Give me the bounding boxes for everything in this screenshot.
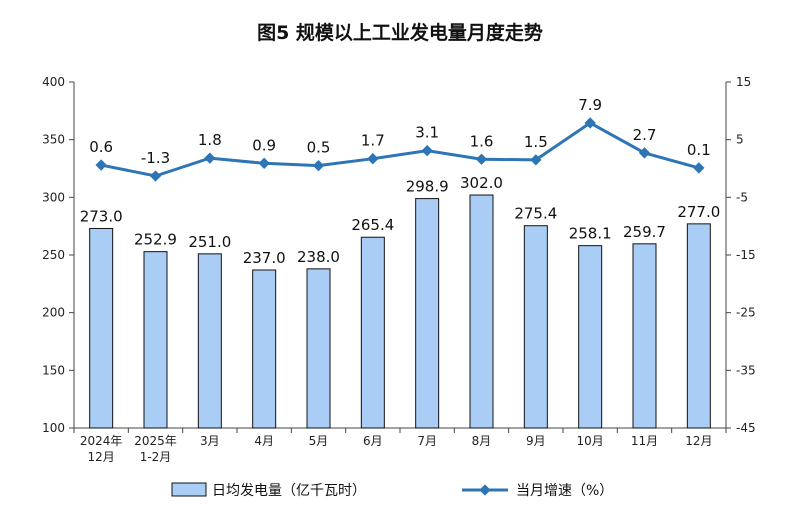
bar (197, 253, 222, 429)
line-point (475, 153, 488, 165)
bar-data-label: 275.4 (514, 205, 557, 223)
line-data-label: 1.8 (198, 131, 222, 149)
bar-data-label: 238.0 (297, 248, 340, 266)
bar-data-label: 251.0 (188, 233, 231, 251)
line-point (421, 144, 433, 157)
line-point (204, 152, 216, 164)
right-axis-tick-label: -25 (736, 306, 756, 320)
line-data-label: 0.6 (89, 138, 113, 156)
x-axis-tick-label: 9月 (526, 434, 546, 448)
bar-data-label: 277.0 (677, 203, 720, 221)
legend: 日均发电量（亿千瓦时） 当月增速（%） (171, 482, 613, 499)
line-point (149, 170, 162, 182)
x-axis-tick-label: 2025年 (134, 434, 177, 448)
growth-line (100, 121, 700, 178)
left-axis-tick-label: 400 (42, 75, 65, 89)
right-axis-tick-label: -15 (736, 248, 756, 262)
x-axis-tick-label: 10月 (577, 434, 604, 448)
left-axis-tick-label: 300 (42, 190, 65, 204)
line-data-label: 0.9 (252, 136, 276, 154)
line-data-label: 1.6 (470, 132, 494, 150)
bar (578, 245, 603, 429)
bar (686, 223, 711, 429)
line-point (693, 162, 705, 174)
line-data-label: 3.1 (415, 124, 439, 142)
legend-line-marker (479, 484, 491, 496)
bar-series: 273.0 252.9 251.0 237.0 238.0 265.4 298.9 302.0… (80, 174, 720, 429)
x-axis-tick-label: 1-2月 (140, 450, 172, 464)
line-data-label: 7.9 (578, 96, 602, 114)
left-axis-tick-label: 100 (42, 421, 65, 435)
x-axis-tick-label: 11月 (631, 434, 658, 448)
bar-data-label: 265.4 (351, 216, 394, 234)
chart-title: 图5 规模以上工业发电量月度走势 (257, 22, 543, 44)
bar-data-label: 259.7 (623, 223, 666, 241)
line-series: 0.6 -1.3 1.8 0.9 0.5 1.7 3.1 1.6 1.5 7.9 2.7 0.1 (89, 96, 711, 182)
legend-bar-swatch (171, 482, 207, 497)
bar-data-label: 273.0 (80, 207, 123, 225)
left-axis-tick-label: 150 (42, 363, 65, 377)
bar (632, 243, 657, 429)
bar (523, 225, 548, 429)
legend-line-label: 当月增速（%） (516, 483, 613, 499)
line-data-label: 0.5 (307, 139, 331, 157)
right-axis-tick-label: -35 (736, 363, 756, 377)
axes: 100 150 200 250 300 350 400 -45 -35 -25 -15 -5 5 15 20… (42, 75, 756, 464)
line-point (258, 157, 270, 169)
bar (469, 194, 494, 429)
line-data-label: -1.3 (141, 149, 170, 167)
bar (252, 269, 277, 429)
bar (306, 268, 331, 429)
line-data-label: 1.7 (361, 132, 385, 150)
line-data-label: 1.5 (524, 133, 548, 151)
bar (143, 251, 168, 429)
legend-bar-label: 日均发电量（亿千瓦时） (212, 483, 366, 499)
bar (415, 198, 440, 429)
bar-data-label: 252.9 (134, 231, 177, 249)
bar-data-label: 237.0 (243, 249, 286, 267)
x-axis-tick-label: 12月 (88, 450, 115, 464)
x-axis-tick-label: 5月 (309, 434, 329, 448)
bar-data-label: 298.9 (406, 178, 449, 196)
bar (89, 227, 114, 429)
line-point (367, 153, 379, 165)
line-point (312, 159, 325, 172)
x-axis-tick-label: 3月 (200, 434, 220, 448)
right-axis-tick-label: -45 (736, 421, 756, 435)
line-point (638, 147, 651, 159)
line-point (530, 154, 542, 166)
x-axis-tick-label: 8月 (472, 434, 492, 448)
line-data-label: 2.7 (633, 126, 657, 144)
x-axis-tick-label: 6月 (363, 434, 383, 448)
bar (360, 236, 385, 429)
left-axis-tick-label: 350 (42, 133, 65, 147)
line-data-label: 0.1 (687, 141, 711, 159)
right-axis-tick-label: -5 (736, 190, 748, 204)
bar-data-label: 302.0 (460, 174, 503, 192)
bar-data-label: 258.1 (569, 225, 612, 243)
x-axis-tick-label: 2024年 (80, 434, 123, 448)
x-axis-tick-label: 4月 (254, 434, 274, 448)
x-axis-tick-label: 12月 (685, 434, 712, 448)
line-point (95, 159, 107, 171)
left-axis-tick-label: 200 (42, 306, 65, 320)
x-axis-tick-label: 7月 (417, 434, 437, 448)
right-axis-tick-label: 5 (736, 133, 744, 147)
right-axis-tick-label: 15 (736, 75, 751, 89)
left-axis-tick-label: 250 (42, 248, 65, 262)
